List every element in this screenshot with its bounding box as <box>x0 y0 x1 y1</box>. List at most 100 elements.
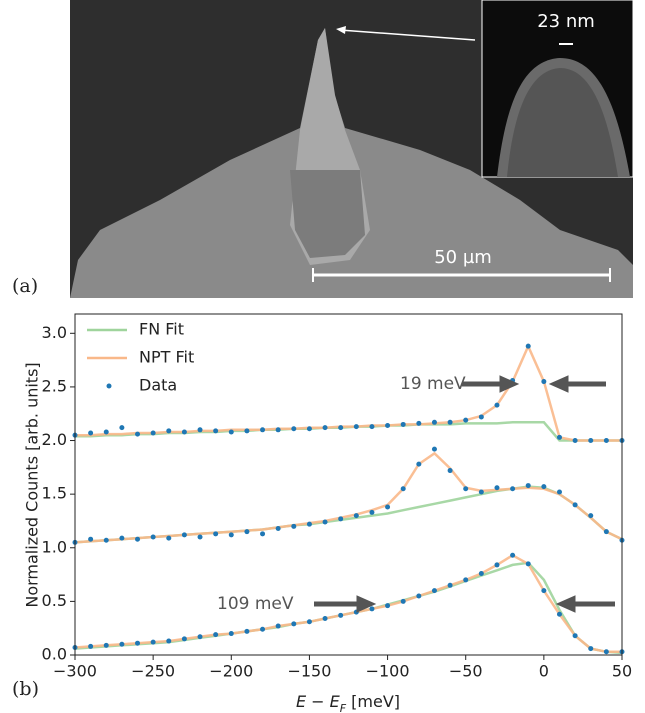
data-point <box>197 534 203 540</box>
data-point <box>338 516 344 522</box>
panel-label: (b) <box>12 678 39 700</box>
data-point <box>244 628 250 634</box>
x-tick-label: −100 <box>366 662 410 681</box>
data-point <box>166 535 172 541</box>
data-point <box>525 483 531 489</box>
x-tick-label: 50 <box>612 662 632 681</box>
data-point <box>150 639 156 645</box>
data-point <box>322 425 328 431</box>
data-point <box>431 446 437 452</box>
data-point <box>556 434 562 440</box>
data-point <box>369 606 375 612</box>
data-point <box>135 536 141 542</box>
fit-line <box>74 451 623 544</box>
data-point <box>228 532 234 538</box>
data-point <box>88 643 94 649</box>
y-tick-label: 1.5 <box>42 484 67 503</box>
data-point <box>135 640 141 646</box>
data-point <box>197 427 203 433</box>
annotation-arrows <box>314 375 615 613</box>
data-point <box>541 588 547 594</box>
data-point <box>541 484 547 490</box>
data-point <box>166 428 172 434</box>
x-axis-label: E − EF [meV] <box>296 692 400 713</box>
panel-label: (a) <box>12 275 38 297</box>
data-point <box>525 343 531 349</box>
data-point <box>431 588 437 594</box>
data-point <box>119 425 125 431</box>
data-point <box>463 486 469 492</box>
data-point <box>213 632 219 638</box>
data-point <box>416 593 422 599</box>
data-point <box>150 430 156 436</box>
fit-line <box>75 343 622 442</box>
data-point <box>103 429 109 435</box>
x-tick-label: −250 <box>131 662 175 681</box>
data-point <box>463 577 469 583</box>
data-point <box>306 619 312 625</box>
data-point <box>88 536 94 542</box>
data-point <box>213 531 219 537</box>
data-point <box>416 461 422 467</box>
data-point <box>385 603 391 609</box>
data-point <box>338 425 344 431</box>
data-point <box>119 641 125 647</box>
data-point <box>478 489 484 495</box>
data-point <box>306 521 312 527</box>
inset-scale-label: 23 nm <box>537 11 595 32</box>
data-point <box>447 468 453 474</box>
data-point <box>400 598 406 604</box>
x-tick-label: −50 <box>449 662 483 681</box>
tip-base <box>290 170 365 258</box>
data-point <box>228 631 234 637</box>
data-point <box>228 429 234 435</box>
plot-frame <box>74 313 623 656</box>
legend-label: Data <box>139 376 177 395</box>
y-tick-label: 2.5 <box>42 376 67 395</box>
x-tick-label: −150 <box>287 662 331 681</box>
data-point <box>385 423 391 429</box>
data-point <box>260 626 266 632</box>
data-point <box>338 612 344 618</box>
data-point <box>478 571 484 577</box>
data-point <box>260 427 266 433</box>
data-point <box>260 531 266 537</box>
y-tick-label: 3.0 <box>42 323 67 342</box>
data-point <box>181 532 187 538</box>
data-point <box>150 534 156 540</box>
data-point <box>572 633 578 639</box>
legend-label: NPT Fit <box>139 348 194 367</box>
data-point <box>322 519 328 525</box>
annotation: 109 meV <box>217 594 294 614</box>
data-point <box>463 417 469 423</box>
data-point <box>510 486 516 492</box>
x-tick-label: −300 <box>53 662 97 681</box>
data-point <box>291 426 297 432</box>
data-point <box>213 428 219 434</box>
data-point <box>478 414 484 420</box>
scale-bar-label: 50 µm <box>434 247 492 268</box>
y-tick-label: 0.5 <box>42 591 67 610</box>
data-point <box>103 642 109 648</box>
data-point <box>88 430 94 436</box>
data-point <box>494 562 500 568</box>
data-point <box>181 636 187 642</box>
data-point <box>197 634 203 640</box>
annotation: 19 meV <box>400 374 466 394</box>
data-point <box>166 638 172 644</box>
fit-line <box>74 553 622 654</box>
data-point <box>385 504 391 510</box>
data-point <box>244 529 250 535</box>
data-point <box>369 509 375 515</box>
data-point <box>275 623 281 629</box>
data-point <box>353 513 359 519</box>
data-point <box>572 502 578 508</box>
data-point <box>244 428 250 434</box>
data-point <box>181 429 187 435</box>
data-point <box>322 616 328 622</box>
data-point <box>400 421 406 427</box>
y-tick-label: 2.0 <box>42 430 67 449</box>
data-point <box>494 485 500 491</box>
data-point <box>275 427 281 433</box>
